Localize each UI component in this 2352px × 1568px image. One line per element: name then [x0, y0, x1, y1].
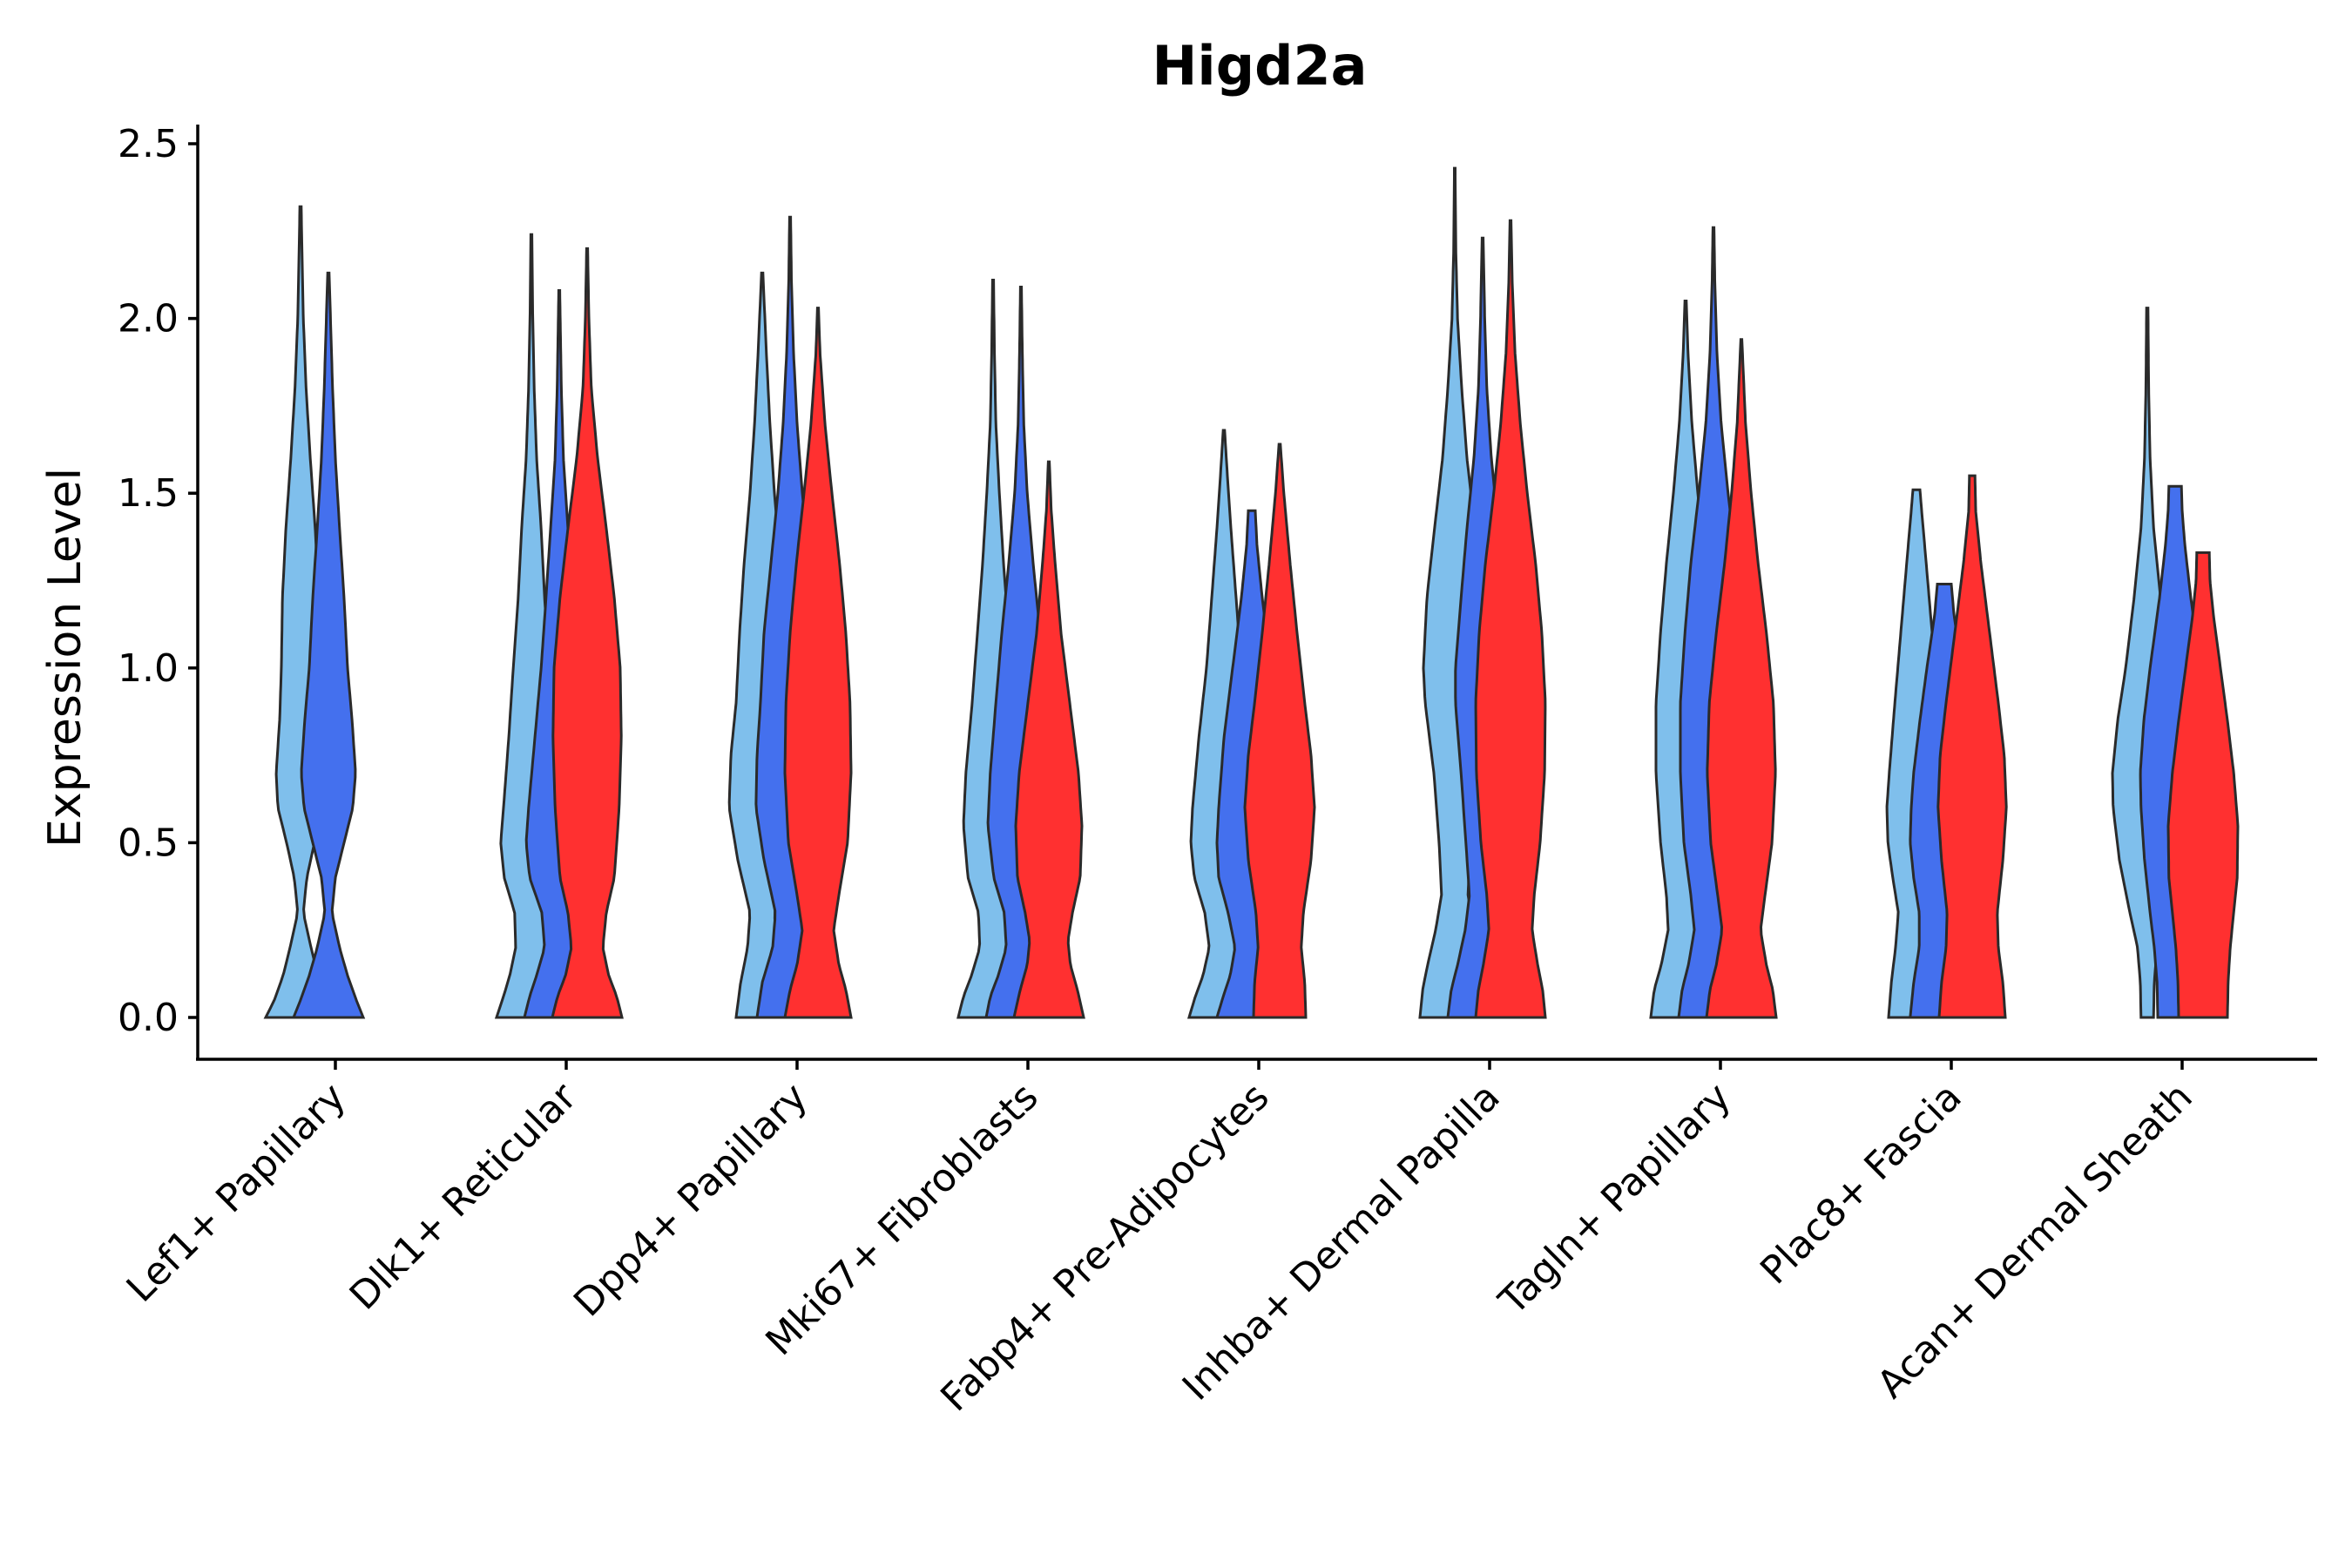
x-category-label: Tagln+ Papillary [1490, 1075, 1740, 1324]
y-axis-label: Expression Level [39, 468, 91, 848]
violin-red-1 [551, 247, 624, 1019]
x-category-label: Dpp4+ Papillary [565, 1075, 816, 1326]
y-tick-label: 0.5 [118, 821, 179, 865]
violin-blue-0 [291, 271, 366, 1019]
violin-red-2 [783, 307, 853, 1019]
axes [196, 125, 2317, 1061]
y-ticks: 0.0 0.5 1.0 1.5 2.0 2.5 [118, 122, 198, 1040]
y-tick-label: 0.0 [118, 996, 179, 1040]
x-category-label: Dlk1+ Reticular [341, 1074, 586, 1319]
violin-red-3 [1012, 460, 1085, 1019]
chart-title: Higd2a [1152, 34, 1368, 98]
violin-layer [263, 166, 2240, 1019]
x-category-label: Lef1+ Papillary [118, 1075, 355, 1311]
y-tick-label: 2.5 [118, 122, 179, 166]
x-category-label: Plac8+ Fascia [1752, 1075, 1970, 1294]
y-tick-label: 1.0 [118, 646, 179, 691]
violin-red-8 [2166, 551, 2240, 1019]
violin-red-6 [1705, 338, 1778, 1019]
y-tick-label: 2.0 [118, 297, 179, 341]
y-tick-label: 1.5 [118, 471, 179, 516]
violin-red-5 [1474, 219, 1547, 1019]
violin-red-7 [1936, 474, 2008, 1019]
violin-red-4 [1243, 443, 1316, 1019]
